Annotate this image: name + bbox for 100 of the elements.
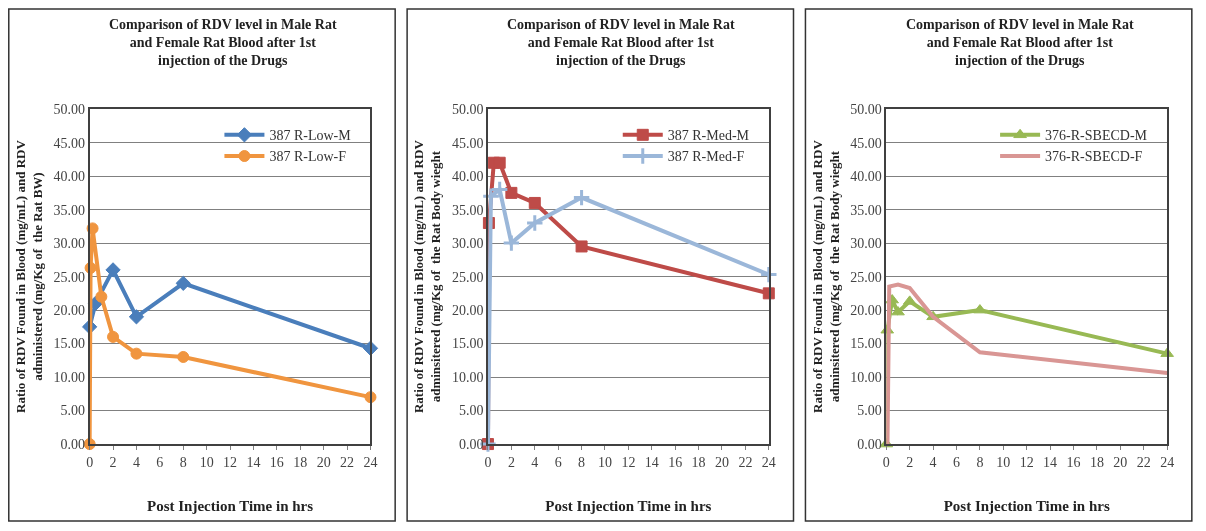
x-tick-label: 16 [269,454,284,470]
y-axis-title: Ratio of RDV Found in Blood (mg/mL) and RDV administered (mg/Kg of the Rat BW) [13,139,46,414]
y-tick-label: 50.00 [451,102,484,118]
x-tick-label: 10 [996,454,1011,470]
x-tick-label: 4 [929,454,937,470]
y-tick-label: 40.00 [451,169,484,185]
point [528,196,541,209]
x-tick-label: 18 [691,454,706,470]
y-tick-label: 25.00 [451,269,484,285]
x-axis-title: Post Injection Time in hrs [943,498,1110,515]
x-tick-label: 10 [199,454,214,470]
x-tick-label: 24 [761,454,776,470]
x-tick-label: 14 [246,454,261,470]
y-tick-label: 5.00 [458,403,484,419]
legend-label: 387 R-Med-M [667,128,750,144]
x-tick-label: 2 [109,454,117,470]
legend-label: 376-R-SBECD-M [1045,128,1148,144]
point [525,213,544,233]
x-tick-label: 12 [621,454,636,470]
point [481,187,501,206]
x-tick-label: 22 [738,454,753,470]
chart-title: Comparison of RDV level in Male Rat and Female Rat Blood after 1st injection of the Drugs [906,17,1134,69]
y-tick-label: 40.00 [53,169,86,185]
y-tick-label: 5.00 [857,403,882,419]
x-tick-label: 6 [554,454,562,470]
legend-label: 387 R-Low-M [269,128,352,144]
y-tick-label: 35.00 [53,202,86,218]
y-axis-title: Ratio of RDV Found in Blood (mg/mL) and RDV adminsitered (mg/Kg of the Rat Body wieght [809,139,842,414]
y-tick-label: 30.00 [850,236,882,252]
x-tick-label: 20 [1113,454,1128,470]
y-tick-label: 45.00 [451,135,484,151]
point [130,347,143,360]
point [107,330,120,343]
y-tick-label: 50.00 [850,102,882,118]
x-tick-label: 16 [668,454,683,470]
point [575,240,588,253]
x-tick-label: 22 [1136,454,1151,470]
x-tick-label: 24 [363,454,378,470]
x-tick-label: 2 [507,454,515,470]
x-tick-label: 2 [906,454,914,470]
y-tick-label: 35.00 [451,202,484,218]
point [759,265,778,284]
y-tick-label: 10.00 [850,369,882,385]
legend-label: 387 R-Med-F [667,149,745,165]
x-tick-label: 8 [578,454,586,470]
y-tick-label: 15.00 [850,336,882,352]
chart-title: Comparison of RDV level in Male Rat and Female Rat Blood after 1st injection of the Drugs [507,17,735,69]
x-tick-label: 14 [1043,454,1058,470]
y-tick-label: 45.00 [53,135,86,151]
y-tick-label: 25.00 [850,269,882,285]
x-tick-label: 20 [714,454,729,470]
y-tick-label: 45.00 [850,135,882,151]
y-tick-label: 20.00 [451,303,484,318]
y-tick-label: 5.00 [60,403,86,419]
point [502,233,521,253]
x-tick-label: 8 [179,454,187,470]
point [175,275,191,291]
y-tick-label: 35.00 [850,202,882,218]
y-axis-title: Ratio of RDV Found in Blood (mg/mL) and RDV adminsitered (mg/Kg of the Rat Body wieght [411,139,444,414]
x-tick-label: 4 [132,454,140,470]
x-tick-label: 24 [1160,454,1175,470]
point [95,290,108,303]
x-tick-label: 18 [293,454,308,470]
y-tick-label: 30.00 [53,236,86,252]
x-tick-label: 10 [597,454,612,470]
x-tick-label: 16 [1066,454,1081,470]
point [505,186,518,199]
point [762,287,775,300]
point [177,350,190,363]
y-tick-label: 0.00 [857,436,882,452]
x-axis-title: Post Injection Time in hrs [146,498,314,515]
point [128,309,145,325]
point [490,180,509,199]
y-tick-label: 0.00 [60,436,86,452]
y-tick-label: 30.00 [451,236,484,252]
y-tick-label: 40.00 [850,169,882,185]
point [572,188,591,207]
point [105,262,121,278]
x-tick-label: 12 [1019,454,1034,470]
y-tick-label: 0.00 [458,436,484,452]
x-axis-title: Post Injection Time in hrs [545,498,712,515]
y-tick-label: 10.00 [451,369,484,385]
x-tick-label: 22 [340,454,355,470]
legend-label: 376-R-SBECD-F [1045,149,1143,165]
x-tick-label: 6 [953,454,961,470]
x-tick-label: 0 [882,454,890,470]
point [973,304,987,314]
legend-label: 387 R-Low-F [269,149,347,165]
x-tick-label: 20 [316,454,331,470]
y-tick-label: 15.00 [451,336,484,352]
y-tick-label: 10.00 [53,369,86,385]
y-tick-label: 25.00 [53,269,86,285]
x-tick-label: 0 [86,454,94,470]
y-tick-label: 20.00 [850,303,882,318]
x-tick-label: 0 [484,454,492,470]
x-tick-label: 12 [223,454,238,470]
x-tick-label: 14 [644,454,659,470]
point [891,306,905,316]
x-tick-label: 8 [976,454,984,470]
y-tick-label: 50.00 [53,102,86,118]
